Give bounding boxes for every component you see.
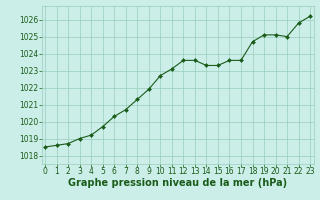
- X-axis label: Graphe pression niveau de la mer (hPa): Graphe pression niveau de la mer (hPa): [68, 178, 287, 188]
